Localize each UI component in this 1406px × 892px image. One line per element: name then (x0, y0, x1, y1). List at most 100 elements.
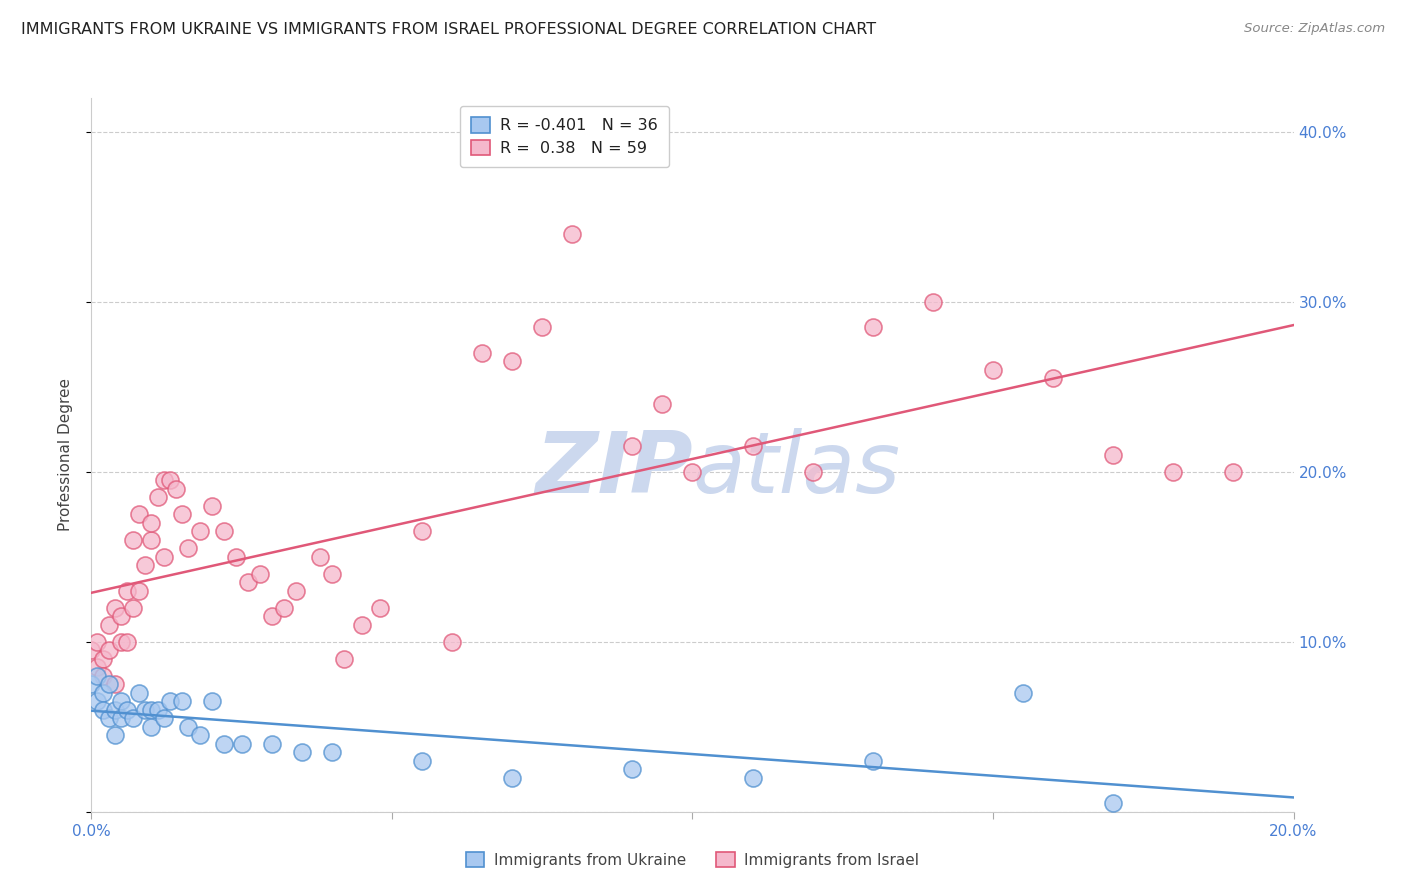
Point (104, 728, 127, 742)
Point (981, 363, 1004, 377)
Point (80, 677, 103, 691)
Point (98, 711, 121, 725)
Point (128, 508, 150, 522)
Text: ZIP: ZIP (534, 427, 692, 511)
Point (201, 499, 224, 513)
Text: IMMIGRANTS FROM UKRAINE VS IMMIGRANTS FROM ISRAEL PROFESSIONAL DEGREE CORRELATIO: IMMIGRANTS FROM UKRAINE VS IMMIGRANTS FR… (21, 22, 876, 37)
Point (1161, 465, 1184, 479)
Point (98, 643, 121, 657)
Point (621, 762, 644, 776)
Point (141, 533, 163, 547)
Point (141, 516, 163, 530)
Point (260, 737, 283, 751)
Point (93, 686, 115, 700)
Point (134, 703, 156, 717)
Point (122, 533, 145, 547)
Point (86, 660, 108, 674)
Point (501, 771, 523, 785)
Point (146, 491, 169, 505)
Legend: Immigrants from Ukraine, Immigrants from Israel: Immigrants from Ukraine, Immigrants from… (458, 845, 927, 875)
Point (110, 635, 132, 649)
Point (321, 566, 343, 581)
Point (741, 771, 763, 785)
Point (801, 465, 824, 479)
Point (176, 541, 198, 556)
Point (501, 354, 523, 368)
Point (411, 754, 433, 768)
Point (146, 703, 169, 717)
Point (122, 600, 145, 615)
Point (93, 652, 115, 666)
Point (333, 652, 356, 666)
Point (321, 745, 343, 759)
Point (110, 694, 132, 708)
Point (104, 600, 127, 615)
Point (122, 711, 145, 725)
Point (117, 635, 139, 649)
Point (165, 482, 187, 496)
Point (922, 295, 945, 310)
Point (308, 549, 330, 564)
Text: atlas: atlas (692, 427, 900, 511)
Point (1042, 371, 1064, 385)
Point (176, 720, 198, 734)
Point (86, 694, 108, 708)
Point (621, 439, 644, 453)
Point (152, 549, 174, 564)
Point (440, 635, 463, 649)
Point (1012, 686, 1035, 700)
Point (98, 617, 121, 632)
Point (128, 686, 150, 700)
Point (104, 703, 127, 717)
Point (86, 669, 108, 683)
Point (93, 669, 115, 683)
Point (128, 583, 150, 598)
Point (212, 737, 235, 751)
Point (368, 600, 391, 615)
Point (188, 524, 211, 539)
Point (862, 320, 884, 334)
Point (284, 583, 307, 598)
Point (651, 397, 673, 411)
Point (134, 558, 156, 573)
Point (273, 600, 295, 615)
Point (80, 643, 103, 657)
Point (411, 524, 433, 539)
Point (212, 524, 235, 539)
Point (260, 609, 283, 624)
Point (225, 549, 247, 564)
Point (117, 583, 139, 598)
Text: Source: ZipAtlas.com: Source: ZipAtlas.com (1244, 22, 1385, 36)
Point (561, 227, 583, 241)
Point (350, 617, 373, 632)
Point (231, 737, 253, 751)
Point (117, 703, 139, 717)
Point (201, 694, 224, 708)
Point (141, 720, 163, 734)
Point (152, 474, 174, 488)
Point (188, 728, 211, 742)
Point (170, 508, 193, 522)
Point (681, 465, 703, 479)
Point (471, 346, 494, 360)
Point (141, 703, 163, 717)
Point (1222, 465, 1244, 479)
Point (170, 694, 193, 708)
Point (93, 703, 115, 717)
Point (531, 320, 554, 334)
Point (110, 711, 132, 725)
Point (152, 711, 174, 725)
Point (1102, 448, 1125, 462)
Point (98, 677, 121, 691)
Point (104, 677, 127, 691)
Point (249, 566, 271, 581)
Point (159, 474, 181, 488)
Point (1102, 796, 1125, 810)
Y-axis label: Professional Degree: Professional Degree (58, 378, 73, 532)
Point (236, 575, 259, 590)
Point (159, 694, 181, 708)
Point (291, 745, 314, 759)
Point (862, 754, 884, 768)
Point (110, 609, 132, 624)
Point (86, 635, 108, 649)
